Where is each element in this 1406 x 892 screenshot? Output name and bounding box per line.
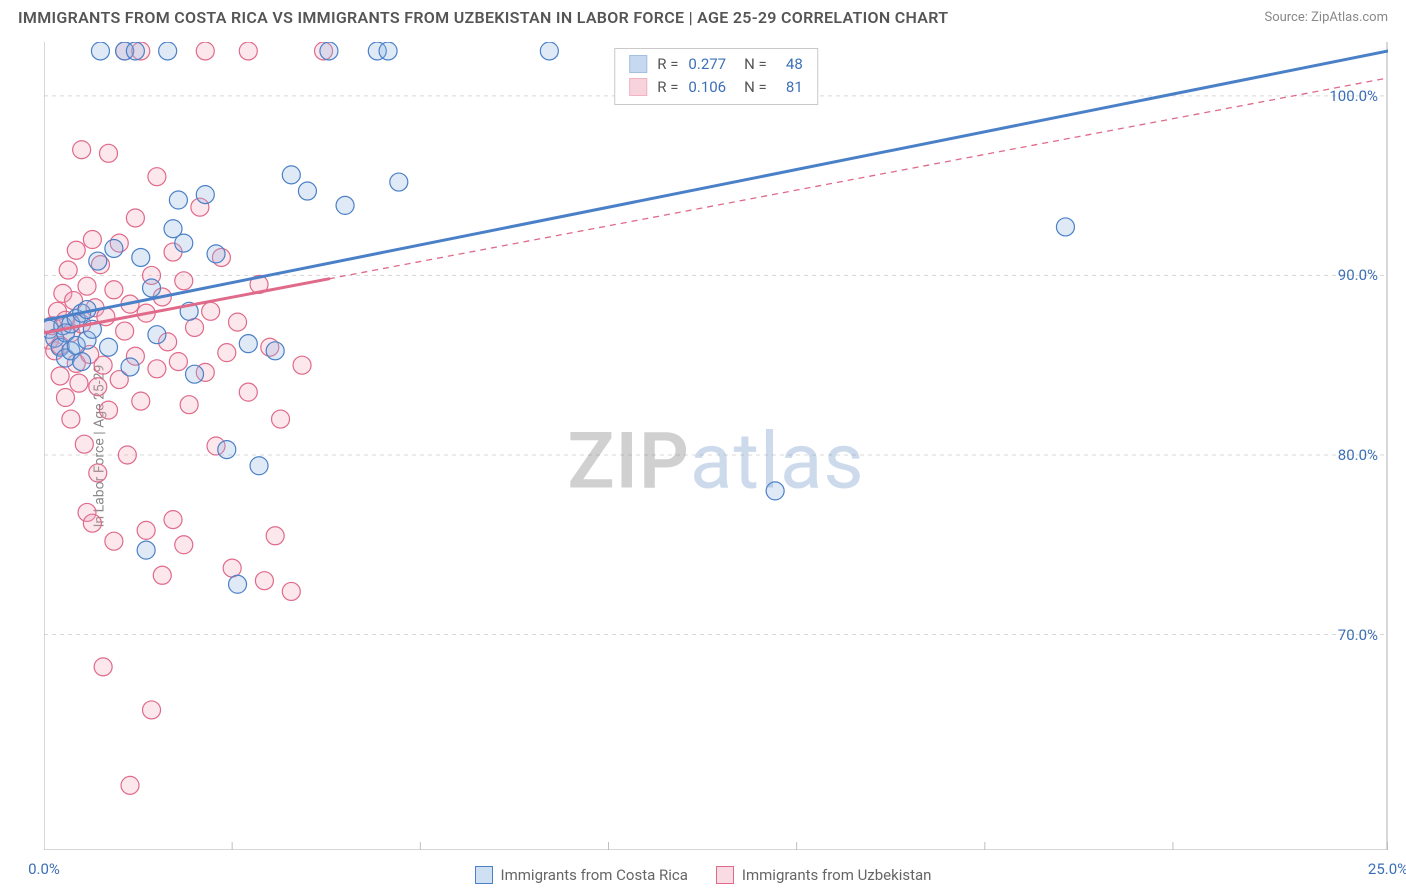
y-tick-label: 70.0%	[1338, 626, 1378, 644]
legend-item: Immigrants from Costa Rica	[475, 866, 688, 884]
y-tick-label: 80.0%	[1338, 446, 1378, 464]
legend-swatch	[716, 866, 734, 884]
legend-swatch	[629, 78, 647, 96]
series-legend: Immigrants from Costa Rica Immigrants fro…	[0, 866, 1406, 884]
y-tick-label: 90.0%	[1338, 266, 1378, 284]
stat-legend-row: R =0.106N =81	[629, 76, 803, 99]
source-label: Source: ZipAtlas.com	[1264, 10, 1388, 25]
legend-swatch	[629, 55, 647, 73]
plot-area: In Labor Force | Age 25-29 70.0%80.0%90.…	[44, 42, 1388, 850]
legend-swatch	[475, 866, 493, 884]
legend-item: Immigrants from Uzbekistan	[716, 866, 932, 884]
stats-legend: R =0.277N =48R =0.106N =81	[614, 48, 818, 105]
legend-label: Immigrants from Costa Rica	[501, 866, 688, 884]
y-tick-label: 100.0%	[1329, 87, 1378, 105]
scatter-chart	[44, 42, 1388, 850]
stat-legend-row: R =0.277N =48	[629, 53, 803, 76]
legend-label: Immigrants from Uzbekistan	[742, 866, 932, 884]
chart-title: IMMIGRANTS FROM COSTA RICA VS IMMIGRANTS…	[18, 8, 948, 27]
